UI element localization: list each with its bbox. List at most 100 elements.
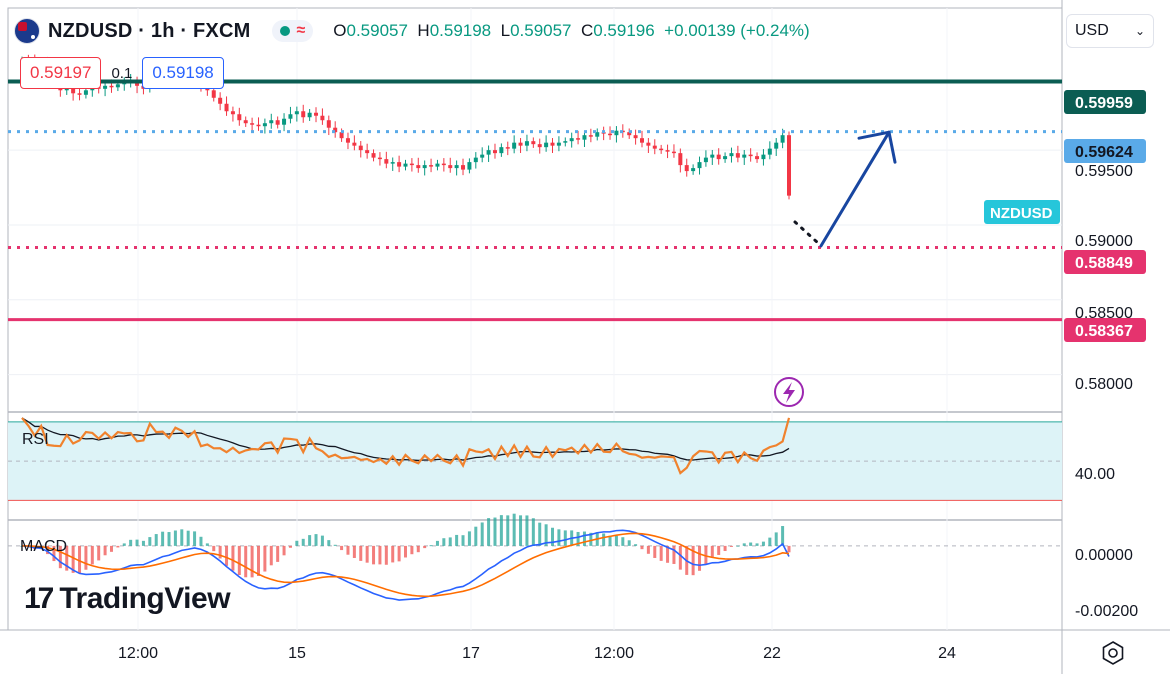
macd-hist-bar	[282, 545, 286, 556]
candle	[397, 162, 402, 167]
macd-hist-bar	[448, 537, 452, 546]
macd-hist-bar	[768, 537, 772, 546]
macd-hist-bar	[512, 513, 516, 546]
candle	[665, 150, 670, 152]
macd-hist-bar	[193, 531, 197, 546]
candle	[64, 88, 69, 91]
macd-hist-bar	[225, 545, 229, 566]
macd-hist-bar	[519, 515, 523, 546]
macd-hist-bar	[122, 543, 126, 546]
macd-hist-bar	[84, 545, 88, 570]
macd-hist-bar	[295, 540, 299, 546]
candle	[454, 165, 459, 169]
macd-hist-bar	[308, 535, 312, 546]
rsi-ma-line	[21, 417, 790, 462]
lightning-icon[interactable]	[774, 377, 804, 407]
candle	[780, 135, 785, 143]
macd-hist-bar	[544, 524, 548, 546]
candle	[697, 162, 702, 169]
candle	[461, 165, 466, 170]
candle	[403, 163, 408, 167]
macd-tick-1: -0.00200	[1075, 603, 1138, 620]
candle	[512, 142, 517, 149]
macd-hist-bar	[410, 545, 414, 555]
macd-hist-bar	[301, 538, 305, 546]
macd-hist-bar	[551, 527, 555, 546]
macd-tick-0: 0.00000	[1075, 547, 1133, 564]
macd-hist-bar	[755, 543, 759, 546]
ohlc-low: 0.59057	[510, 21, 572, 40]
macd-hist-bar	[416, 545, 420, 553]
candle	[135, 81, 140, 86]
candle	[544, 142, 549, 148]
macd-hist-bar	[352, 545, 356, 558]
candle	[537, 144, 542, 148]
macd-hist-bar	[576, 531, 580, 546]
macd-hist-bar	[141, 540, 145, 546]
candle	[633, 135, 638, 139]
candle	[582, 135, 587, 140]
macd-hist-bar	[602, 533, 606, 546]
macd-hist-bar	[761, 541, 765, 546]
macd-signal-line	[21, 532, 790, 598]
candle	[377, 157, 382, 160]
macd-hist-bar	[250, 545, 254, 578]
candle	[422, 165, 427, 169]
buy-button[interactable]: 0.59198	[142, 57, 224, 89]
macd-hist-bar	[148, 537, 152, 546]
macd-hist-bar	[531, 518, 535, 546]
macd-hist-bar	[97, 545, 101, 561]
candle	[307, 112, 312, 118]
macd-hist-bar	[109, 545, 113, 552]
currency-select[interactable]: USD ⌄	[1066, 14, 1154, 48]
projection-dots	[793, 220, 821, 246]
x-tick-2: 17	[462, 645, 480, 662]
rsi-band	[8, 421, 1062, 501]
candle	[492, 150, 497, 154]
candle	[735, 153, 740, 158]
symbol-title[interactable]: NZDUSD · 1h · FXCM	[48, 19, 251, 42]
macd-pane	[8, 513, 1062, 601]
rsi-tick: 40.00	[1075, 466, 1115, 483]
macd-hist-bar	[129, 539, 133, 546]
macd-hist-bar	[704, 545, 708, 565]
settings-icon[interactable]	[1100, 640, 1126, 666]
x-tick-4: 22	[763, 645, 781, 662]
candle	[627, 132, 632, 136]
candle	[435, 163, 440, 167]
macd-hist-bar	[480, 522, 484, 546]
price-levels	[8, 79, 1062, 322]
macd-hist-bar	[723, 545, 727, 552]
tradingview-logo[interactable]: 17 TradingView	[24, 582, 231, 616]
macd-hist-bar	[231, 545, 235, 571]
sell-button[interactable]: 0.59197	[20, 57, 102, 89]
macd-hist-bar	[52, 545, 56, 562]
wave-icon: ≈	[296, 22, 306, 39]
candle	[416, 165, 421, 169]
y-tick-3: 0.58000	[1075, 376, 1133, 393]
macd-hist-bar	[288, 545, 292, 548]
spread-value: 0.1	[111, 64, 133, 82]
arrow-head	[857, 130, 897, 164]
candle	[639, 138, 644, 143]
candle	[505, 147, 510, 149]
level-tag-teal-text: 0.59959	[1075, 95, 1133, 112]
candle	[723, 156, 728, 160]
macd-hist-bar	[327, 540, 331, 546]
macd-hist-bar	[346, 545, 350, 555]
level-tag-blue-text: 0.59624	[1075, 144, 1133, 161]
candle	[467, 162, 472, 170]
macd-hist-bar	[474, 526, 478, 546]
macd-hist-bar	[749, 542, 753, 546]
macd-hist-bar	[384, 545, 388, 565]
candle	[115, 84, 120, 88]
market-status[interactable]: ≈	[272, 20, 314, 42]
macd-hist-bar	[563, 530, 567, 546]
market-open-icon	[280, 26, 291, 36]
candle	[409, 163, 414, 166]
level-tag-red-dotted	[1064, 250, 1146, 274]
symbol-tag-text: NZDUSD	[990, 205, 1053, 222]
candle	[243, 120, 248, 124]
